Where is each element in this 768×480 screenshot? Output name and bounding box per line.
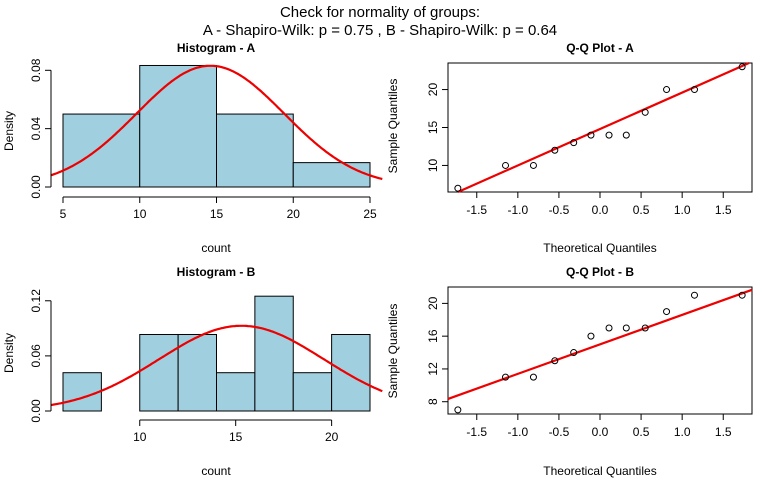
panel-hist-a: Histogram - A count Density xyxy=(2,41,255,255)
y-axis-label: Sample Quantiles xyxy=(386,304,400,399)
qq-point xyxy=(605,324,613,332)
x-tick-label: -1.5 xyxy=(466,425,487,439)
histogram-bar xyxy=(139,333,179,412)
panel-hist-b: Histogram - B count Density xyxy=(2,265,256,478)
qq-point xyxy=(551,146,559,154)
y-tick-label: 0.04 xyxy=(29,117,43,141)
panel-title: Histogram - B xyxy=(177,265,256,279)
x-axis-label: count xyxy=(201,241,231,255)
qq-reference-line xyxy=(457,61,750,194)
x-tick-label: 1.5 xyxy=(715,203,732,217)
qq-point xyxy=(663,86,671,94)
x-tick-label: 1.5 xyxy=(715,425,732,439)
x-tick-label: 1.0 xyxy=(674,203,691,217)
histogram-bar xyxy=(62,372,102,412)
y-tick-label: 8 xyxy=(426,398,440,405)
qq-point xyxy=(622,131,630,139)
x-tick-label: 0.5 xyxy=(633,425,650,439)
y-tick-label: 16 xyxy=(426,329,440,343)
figure-title-line1: Check for normality of groups: xyxy=(280,4,480,21)
x-tick-label: 20 xyxy=(325,430,339,444)
y-tick-label: 20 xyxy=(426,296,440,310)
y-tick-label: 12 xyxy=(426,362,440,376)
x-tick-label: -0.5 xyxy=(549,425,570,439)
panel-qq-a: Q-Q Plot - A Theoretical Quantiles Sampl… xyxy=(386,41,657,255)
qq-point xyxy=(738,63,746,71)
x-tick-label: 1.0 xyxy=(674,425,691,439)
x-tick-label: -1.0 xyxy=(507,203,528,217)
qq-point xyxy=(551,357,559,365)
qq-point xyxy=(690,291,698,299)
qq-point xyxy=(663,308,671,316)
x-tick-label: 15 xyxy=(229,430,243,444)
histogram-bar xyxy=(216,372,256,412)
y-tick-label: 0.00 xyxy=(29,399,43,423)
qq-point xyxy=(570,139,578,147)
panel-title: Q-Q Plot - A xyxy=(566,41,634,55)
x-axis-label: Theoretical Quantiles xyxy=(543,241,656,255)
plot-hist-b: 10 15 20 0.00 0.06 0.12 xyxy=(29,289,383,444)
histogram-bar xyxy=(292,372,333,412)
y-tick-label: 0.00 xyxy=(29,175,43,199)
plot-qq-b: -1.5 -1.0 -0.5 0.0 0.5 1.0 1.5 8 12 16 20 xyxy=(426,286,753,439)
histogram-bar xyxy=(331,333,371,412)
qq-point xyxy=(454,184,462,192)
x-tick-label: 25 xyxy=(363,207,377,221)
qq-reference-line xyxy=(447,288,753,400)
y-axis-label: Density xyxy=(2,111,16,151)
qq-point xyxy=(454,406,462,414)
y-axis-label: Density xyxy=(2,333,16,373)
normal-density-curve xyxy=(50,324,383,407)
histogram-bar xyxy=(254,295,294,412)
x-tick-label: 0.0 xyxy=(592,425,609,439)
histogram-bar xyxy=(292,162,371,188)
qq-point xyxy=(570,349,578,357)
qq-point xyxy=(641,108,649,116)
qq-point xyxy=(690,86,698,94)
x-tick-label: -0.5 xyxy=(549,203,570,217)
y-tick-label: 10 xyxy=(426,158,440,172)
panel-title: Histogram - A xyxy=(177,41,256,55)
panel-qq-b: Q-Q Plot - B Theoretical Quantiles Sampl… xyxy=(386,265,657,478)
x-tick-label: 10 xyxy=(133,207,147,221)
x-tick-label: 0.5 xyxy=(633,203,650,217)
qq-point xyxy=(529,161,537,169)
plot-qq-a: -1.5 -1.0 -0.5 0.0 0.5 1.0 1.5 10 15 20 xyxy=(426,61,753,217)
figure-title-line2: A - Shapiro-Wilk: p = 0.75 , B - Shapiro… xyxy=(203,22,557,39)
y-tick-label: 0.06 xyxy=(29,344,43,368)
x-tick-label: 0.0 xyxy=(592,203,609,217)
x-tick-label: 10 xyxy=(133,430,147,444)
x-tick-label: 5 xyxy=(60,207,67,221)
x-axis-label: Theoretical Quantiles xyxy=(543,464,656,478)
x-tick-label: -1.0 xyxy=(507,425,528,439)
y-tick-label: 0.08 xyxy=(29,58,43,82)
qq-point xyxy=(738,291,746,299)
x-tick-label: -1.5 xyxy=(466,203,487,217)
x-axis-label: count xyxy=(201,464,231,478)
qq-point xyxy=(587,131,595,139)
y-tick-label: 15 xyxy=(426,121,440,135)
panel-title: Q-Q Plot - B xyxy=(566,265,634,279)
qq-point xyxy=(622,324,630,332)
qq-point xyxy=(502,373,510,381)
histogram-bar xyxy=(177,333,217,412)
x-tick-label: 20 xyxy=(287,207,301,221)
y-tick-label: 0.12 xyxy=(29,289,43,313)
y-tick-label: 20 xyxy=(426,83,440,97)
plot-hist-a: 5 10 15 20 25 0.00 0.04 0.08 xyxy=(29,58,383,221)
histogram-bar xyxy=(139,64,217,188)
y-axis-label: Sample Quantiles xyxy=(386,79,400,174)
qq-point xyxy=(502,161,510,169)
qq-point xyxy=(587,332,595,340)
qq-point xyxy=(641,324,649,332)
qq-point xyxy=(605,131,613,139)
qq-point xyxy=(529,373,537,381)
x-tick-label: 15 xyxy=(210,207,224,221)
histogram-bar xyxy=(62,113,141,188)
normal-density-curve xyxy=(50,64,383,181)
histogram-bar xyxy=(216,113,294,188)
